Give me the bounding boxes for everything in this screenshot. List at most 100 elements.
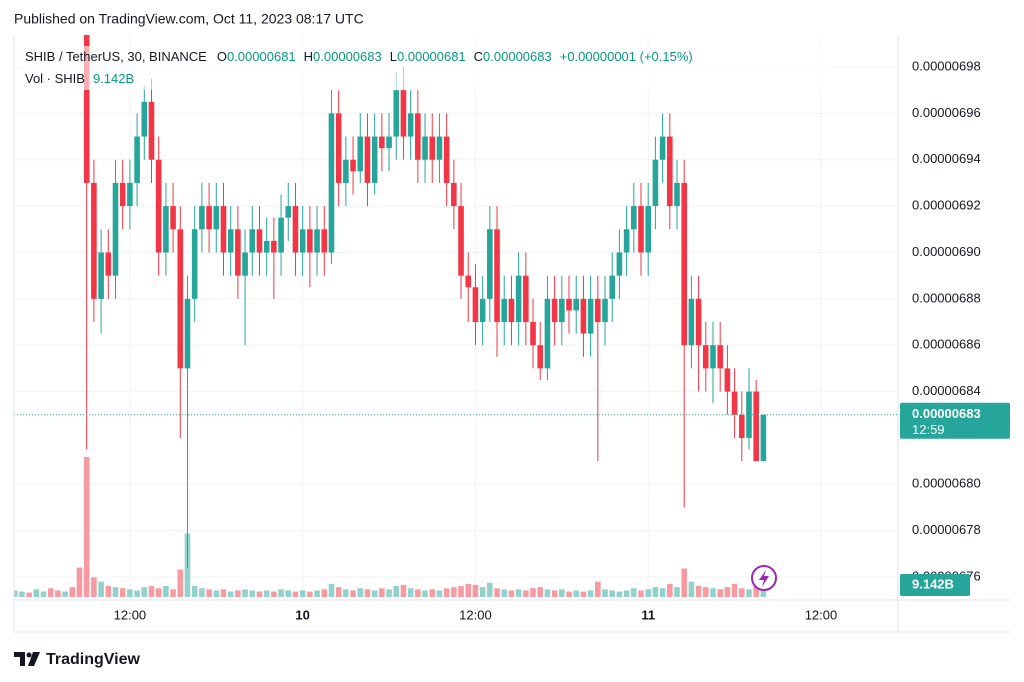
candle-body xyxy=(292,206,299,253)
volume-bar xyxy=(573,590,580,597)
candle-body xyxy=(134,136,140,183)
candle-body xyxy=(422,136,428,160)
x-tick-label: 12:00 xyxy=(114,607,147,622)
volume-bar xyxy=(155,588,162,597)
candle-body xyxy=(242,252,248,276)
candle-body xyxy=(184,298,191,369)
candle-body xyxy=(659,136,666,160)
l-value: 0.00000681 xyxy=(397,49,466,64)
candle-body xyxy=(544,298,551,369)
candle-body xyxy=(731,391,738,415)
o-value: 0.00000681 xyxy=(227,49,296,64)
volume-bar xyxy=(379,588,385,597)
volume-tag xyxy=(900,574,970,596)
volume-bar xyxy=(515,589,522,597)
candle-body xyxy=(702,345,709,369)
volume-bar xyxy=(343,589,349,597)
legend-bg xyxy=(20,46,832,90)
candle-body xyxy=(623,229,630,253)
volume-bar xyxy=(242,589,248,597)
candle-body xyxy=(91,182,97,299)
candle-body xyxy=(148,101,155,160)
candle-body xyxy=(206,206,212,230)
volume-bar xyxy=(33,589,40,597)
candle-body xyxy=(429,136,436,160)
volume-bar xyxy=(702,587,709,597)
last-price-label: 0.00000683 xyxy=(912,406,981,421)
volume-bar xyxy=(407,588,414,597)
y-tick-label: 0.00000696 xyxy=(912,105,981,120)
volume-bar xyxy=(47,588,54,597)
volume-bar xyxy=(14,590,18,597)
o-key: O xyxy=(217,49,227,64)
candle-body xyxy=(674,182,680,207)
logo-mark xyxy=(14,652,25,666)
candle-body xyxy=(487,229,493,299)
grid: 0.00000698 0.00000696 0.00000694 0.00000692… xyxy=(14,35,981,622)
volume-bar xyxy=(422,590,428,597)
volume-bar xyxy=(595,581,601,597)
candle-body xyxy=(328,113,335,253)
volume-bar xyxy=(170,589,176,597)
countdown: 12:59 xyxy=(912,422,945,437)
volume-bar xyxy=(731,583,738,597)
volume-bar xyxy=(213,590,220,597)
candle-body xyxy=(573,298,580,311)
y-tick-label: 0.00000684 xyxy=(912,383,981,398)
volume-bar xyxy=(609,590,616,597)
candle-body xyxy=(177,229,184,369)
candle-body xyxy=(127,182,133,207)
logo-dot xyxy=(26,652,32,658)
candle-body xyxy=(227,229,234,253)
y-tick-label: 0.00000694 xyxy=(912,151,981,166)
candle-body xyxy=(631,206,637,230)
volume-bar xyxy=(55,590,61,597)
x-tick-label: 10 xyxy=(295,607,309,622)
volume-bar xyxy=(458,586,464,597)
candle-body xyxy=(220,206,227,253)
volume-bar xyxy=(451,587,457,597)
volume-bar xyxy=(76,567,83,597)
volume-bar xyxy=(544,589,551,597)
candle-body xyxy=(681,182,687,346)
candle-body xyxy=(314,229,320,253)
y-tick-label: 0.00000680 xyxy=(912,476,981,491)
candle-body xyxy=(746,391,752,438)
x-tick-label: 12:00 xyxy=(459,607,492,622)
volume-bar xyxy=(386,589,392,597)
candle-body xyxy=(98,252,104,299)
volume-bar xyxy=(746,589,752,597)
candle-body xyxy=(105,252,112,276)
volume-value: 9.142B xyxy=(93,71,134,86)
volume-bar xyxy=(19,591,25,597)
volume-bar xyxy=(674,587,680,597)
volume-bar xyxy=(652,587,659,597)
candle-body xyxy=(249,229,256,253)
volume-bar xyxy=(638,590,644,597)
volume-bar xyxy=(220,589,227,597)
volume-bar xyxy=(753,586,759,597)
candle-body xyxy=(479,298,486,323)
candle-body xyxy=(753,391,759,462)
candle-body xyxy=(357,136,364,172)
candle-body xyxy=(602,298,608,323)
candle-body xyxy=(551,298,558,323)
candle-body xyxy=(299,229,306,253)
l-key: L xyxy=(390,49,397,64)
volume-bar xyxy=(760,587,767,597)
volume-bar xyxy=(436,590,443,597)
volume-bar xyxy=(69,587,76,597)
volume-bar xyxy=(98,581,104,597)
volume-bar xyxy=(148,586,155,597)
volume-bar xyxy=(659,588,666,597)
y-tick-label: 0.00000688 xyxy=(912,290,981,305)
volume-bar xyxy=(278,589,284,597)
candle-body xyxy=(235,229,241,276)
candle-body xyxy=(371,136,378,183)
volume-bar xyxy=(177,569,184,597)
volume-bar xyxy=(335,587,342,597)
volume-bar xyxy=(415,589,421,597)
brand-name: TradingView xyxy=(46,651,141,668)
volume-bar xyxy=(314,590,320,597)
